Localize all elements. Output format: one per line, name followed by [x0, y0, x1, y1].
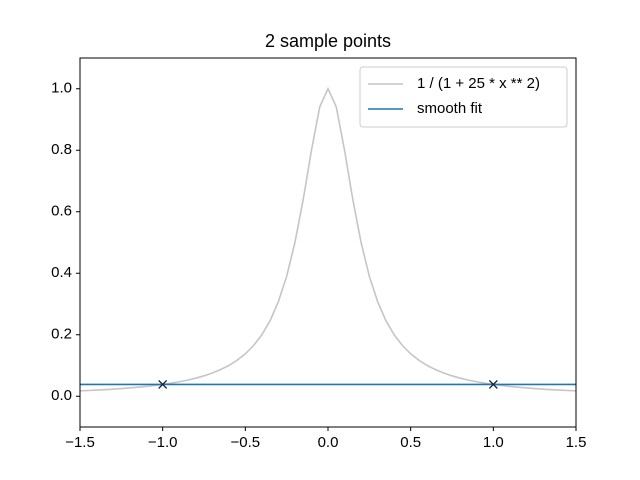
- legend-box: [359, 66, 568, 128]
- y-tick-label: 0.8: [51, 141, 72, 158]
- y-tick-label: 0.2: [51, 326, 72, 343]
- y-tick-label: 0.0: [51, 387, 72, 404]
- marker: [488, 379, 498, 389]
- x-tick-label: −1.5: [65, 434, 95, 451]
- marker: [158, 379, 168, 389]
- x-tick-label: −0.5: [231, 434, 261, 451]
- x-tick-label: 1.5: [566, 434, 587, 451]
- legend-label: 1 / (1 + 25 * x ** 2): [417, 75, 540, 92]
- y-tick-label: 0.6: [51, 203, 72, 220]
- y-tick-label: 0.4: [51, 264, 72, 281]
- legend-label: smooth fit: [417, 100, 483, 117]
- y-tick-label: 1.0: [51, 80, 72, 97]
- chart-title: 2 sample points: [265, 31, 391, 51]
- x-tick-label: 1.0: [483, 434, 504, 451]
- x-tick-label: 0.5: [400, 434, 421, 451]
- x-tick-label: −1.0: [148, 434, 178, 451]
- x-tick-label: 0.0: [318, 434, 339, 451]
- plot-frame: [79, 57, 577, 428]
